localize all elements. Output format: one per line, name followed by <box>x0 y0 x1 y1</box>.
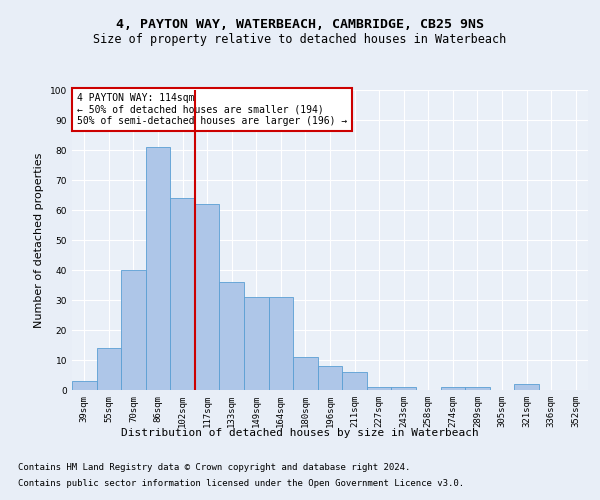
Bar <box>97 348 121 390</box>
Text: Distribution of detached houses by size in Waterbeach: Distribution of detached houses by size … <box>121 428 479 438</box>
Bar <box>146 147 170 390</box>
Bar <box>121 270 146 390</box>
Bar <box>293 357 318 390</box>
Bar <box>170 198 195 390</box>
Bar <box>440 387 465 390</box>
Bar <box>269 297 293 390</box>
Text: 4 PAYTON WAY: 114sqm
← 50% of detached houses are smaller (194)
50% of semi-deta: 4 PAYTON WAY: 114sqm ← 50% of detached h… <box>77 93 347 126</box>
Bar <box>367 387 391 390</box>
Bar <box>220 282 244 390</box>
Bar <box>72 381 97 390</box>
Bar <box>244 297 269 390</box>
Bar <box>465 387 490 390</box>
Bar <box>318 366 342 390</box>
Bar <box>391 387 416 390</box>
Text: Size of property relative to detached houses in Waterbeach: Size of property relative to detached ho… <box>94 32 506 46</box>
Text: Contains public sector information licensed under the Open Government Licence v3: Contains public sector information licen… <box>18 478 464 488</box>
Bar <box>195 204 220 390</box>
Text: 4, PAYTON WAY, WATERBEACH, CAMBRIDGE, CB25 9NS: 4, PAYTON WAY, WATERBEACH, CAMBRIDGE, CB… <box>116 18 484 30</box>
Bar <box>342 372 367 390</box>
Text: Contains HM Land Registry data © Crown copyright and database right 2024.: Contains HM Land Registry data © Crown c… <box>18 464 410 472</box>
Y-axis label: Number of detached properties: Number of detached properties <box>34 152 44 328</box>
Bar <box>514 384 539 390</box>
